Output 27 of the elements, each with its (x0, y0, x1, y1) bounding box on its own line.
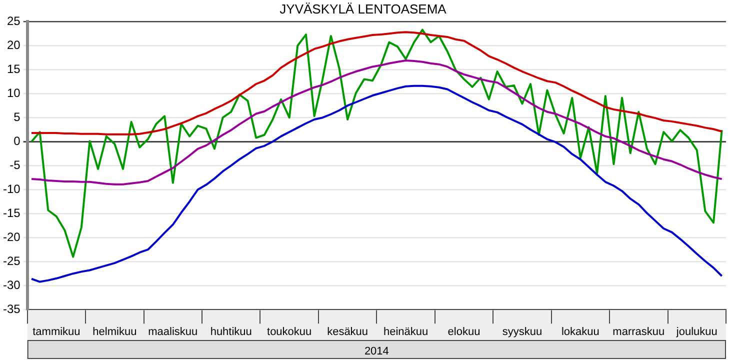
x-tick-label: heinäkuu (383, 326, 428, 338)
y-tick-label: -10 (3, 182, 21, 196)
y-tick-label: -20 (3, 230, 21, 244)
y-tick-label: 15 (6, 62, 21, 76)
y-tick-label: -25 (3, 254, 21, 268)
x-tick-label: tammikuu (32, 326, 80, 338)
x-tick-label: syyskuu (502, 326, 542, 338)
x-tick-label: huhtikuu (210, 326, 252, 338)
y-tick-label: -35 (3, 302, 21, 316)
x-tick-label: lokakuu (561, 326, 600, 338)
y-tick-label: 0 (14, 134, 21, 148)
x-tick-label: maaliskuu (148, 326, 198, 338)
x-tick-label: marraskuu (612, 326, 665, 338)
chart-title: JYVÄSKYLÄ LENTOASEMA (280, 1, 447, 16)
x-tick-label: toukokuu (267, 326, 312, 338)
y-tick-label: 20 (6, 38, 21, 52)
y-tick-label: 10 (6, 86, 21, 100)
y-tick-label: -15 (3, 206, 21, 220)
x-tick-label: kesäkuu (327, 326, 368, 338)
x-tick-label: elokuu (448, 326, 480, 338)
x-axis-title: 2014 (364, 345, 389, 358)
y-tick-label: 25 (6, 14, 21, 28)
x-tick-label: helmikuu (92, 326, 137, 338)
y-tick-label: 5 (14, 110, 21, 124)
x-tick-label: joulukuu (675, 326, 718, 338)
y-tick-label: -30 (3, 278, 21, 292)
y-tick-label: -5 (10, 158, 21, 172)
